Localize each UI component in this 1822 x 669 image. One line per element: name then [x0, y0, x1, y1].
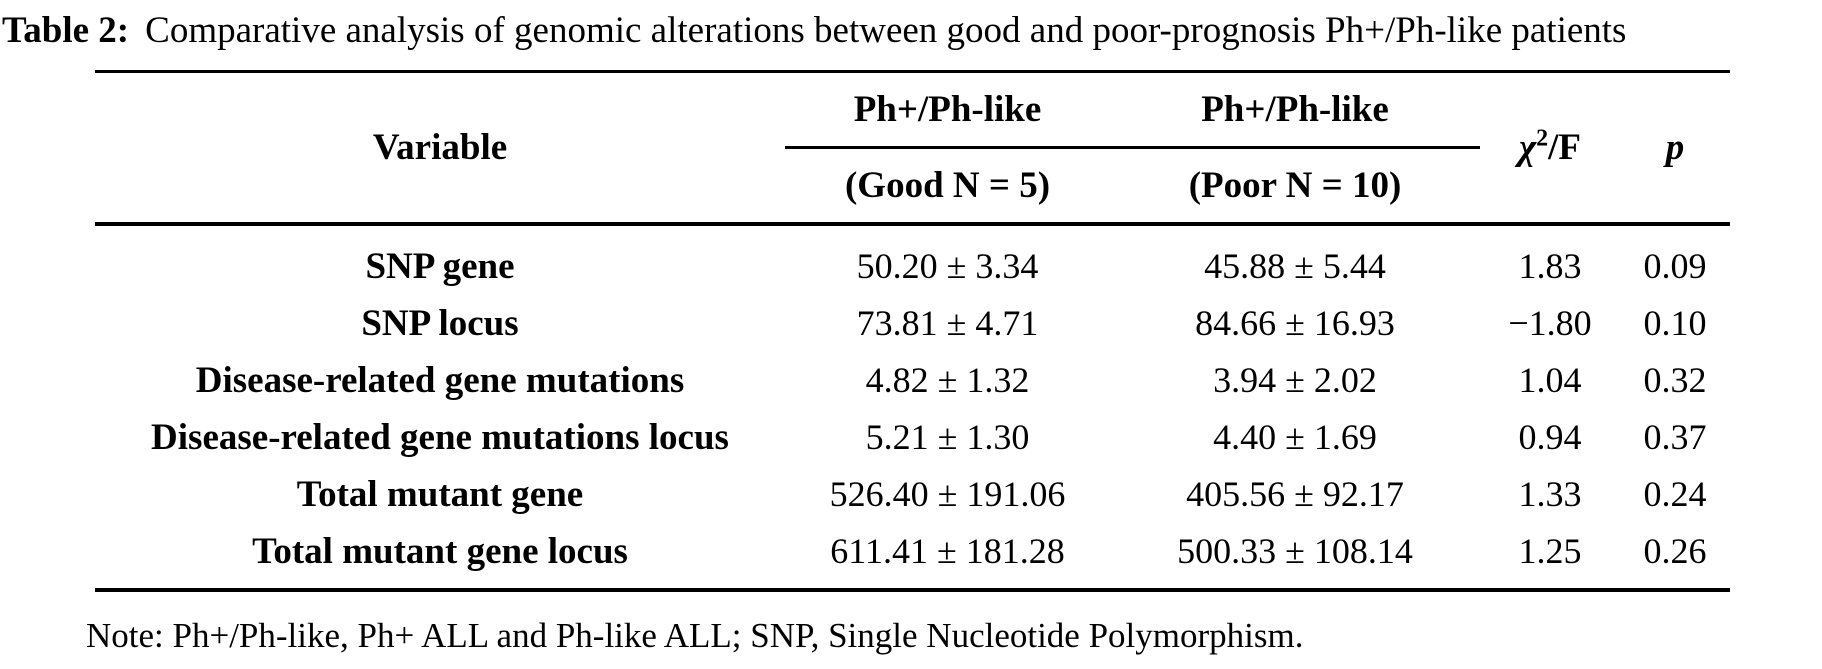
comparative-analysis-table: Variable Ph+/Ph-like Ph+/Ph-like χ2/F p …	[95, 70, 1730, 592]
row-variable-label: Disease-related gene mutations	[195, 359, 685, 401]
p-value: 0.32	[1643, 360, 1707, 400]
poor-group-value: 3.94 ± 2.02	[1213, 360, 1377, 400]
chi-f-value: −1.80	[1508, 303, 1592, 343]
table-row: Disease-related gene mutations 4.82 ± 1.…	[95, 352, 1730, 409]
row-variable-label: Disease-related gene mutations locus	[151, 416, 729, 458]
column-header-variable: Variable	[95, 71, 785, 226]
row-variable-label: Total mutant gene	[296, 473, 584, 515]
poor-group-value: 45.88 ± 5.44	[1204, 246, 1386, 286]
p-value: 0.24	[1643, 474, 1707, 514]
row-variable-label: Total mutant gene locus	[95, 522, 785, 592]
good-group-value: 50.20 ± 3.34	[856, 246, 1039, 286]
good-group-value: 5.21 ± 1.30	[865, 417, 1030, 457]
good-group-value: 4.82 ± 1.32	[865, 360, 1030, 400]
chi-f-value: 1.25	[1480, 522, 1620, 592]
p-value: 0.10	[1643, 303, 1707, 343]
column-header-good-group: Ph+/Ph-like	[785, 71, 1110, 149]
table-caption-text: Comparative analysis of genomic alterati…	[145, 10, 1627, 51]
column-header-poor-group: Ph+/Ph-like	[1110, 71, 1480, 149]
column-header-good-subgroup: (Good N = 5)	[785, 147, 1110, 226]
row-variable-label: SNP gene	[365, 245, 515, 287]
poor-group-value: 84.66 ± 16.93	[1195, 303, 1395, 343]
good-group-value: 611.41 ± 181.28	[785, 522, 1110, 592]
chi-superscript: 2	[1536, 125, 1549, 152]
table-caption: Table 2: Comparative analysis of genomic …	[0, 0, 1822, 54]
chi-f-value: 1.83	[1518, 246, 1582, 286]
chi-f-value: 0.94	[1518, 417, 1582, 457]
chi-symbol: χ	[1518, 126, 1537, 168]
table-row: Disease-related gene mutations locus 5.2…	[95, 409, 1730, 466]
chi-suffix: /F	[1548, 126, 1582, 168]
poor-group-value: 500.33 ± 108.14	[1110, 522, 1480, 592]
table-caption-label: Table 2:	[2, 10, 130, 51]
table-note: Note: Ph+/Ph-like, Ph+ ALL and Ph-like A…	[86, 615, 1304, 655]
poor-group-value: 4.40 ± 1.69	[1213, 417, 1377, 457]
p-value: 0.37	[1643, 417, 1707, 457]
table-row: Total mutant gene 526.40 ± 191.06 405.56…	[95, 466, 1730, 523]
chi-f-value: 1.04	[1518, 360, 1582, 400]
chi-f-value: 1.33	[1518, 474, 1582, 514]
p-value: 0.26	[1620, 522, 1730, 592]
good-group-value: 526.40 ± 191.06	[829, 474, 1066, 514]
p-value: 0.09	[1643, 246, 1707, 286]
good-group-value: 73.81 ± 4.71	[856, 303, 1039, 343]
poor-group-value: 405.56 ± 92.17	[1186, 474, 1404, 514]
table-row: SNP locus 73.81 ± 4.71 84.66 ± 16.93 −1.…	[95, 295, 1730, 352]
column-header-p-value: p	[1620, 71, 1730, 226]
column-header-poor-subgroup: (Poor N = 10)	[1110, 147, 1480, 226]
table-row: SNP gene 50.20 ± 3.34 45.88 ± 5.44 1.83 …	[95, 224, 1730, 295]
column-header-chi-squared-f: χ2/F	[1480, 71, 1620, 226]
row-variable-label: SNP locus	[361, 302, 519, 344]
table-row: Total mutant gene locus 611.41 ± 181.28 …	[95, 522, 1730, 592]
